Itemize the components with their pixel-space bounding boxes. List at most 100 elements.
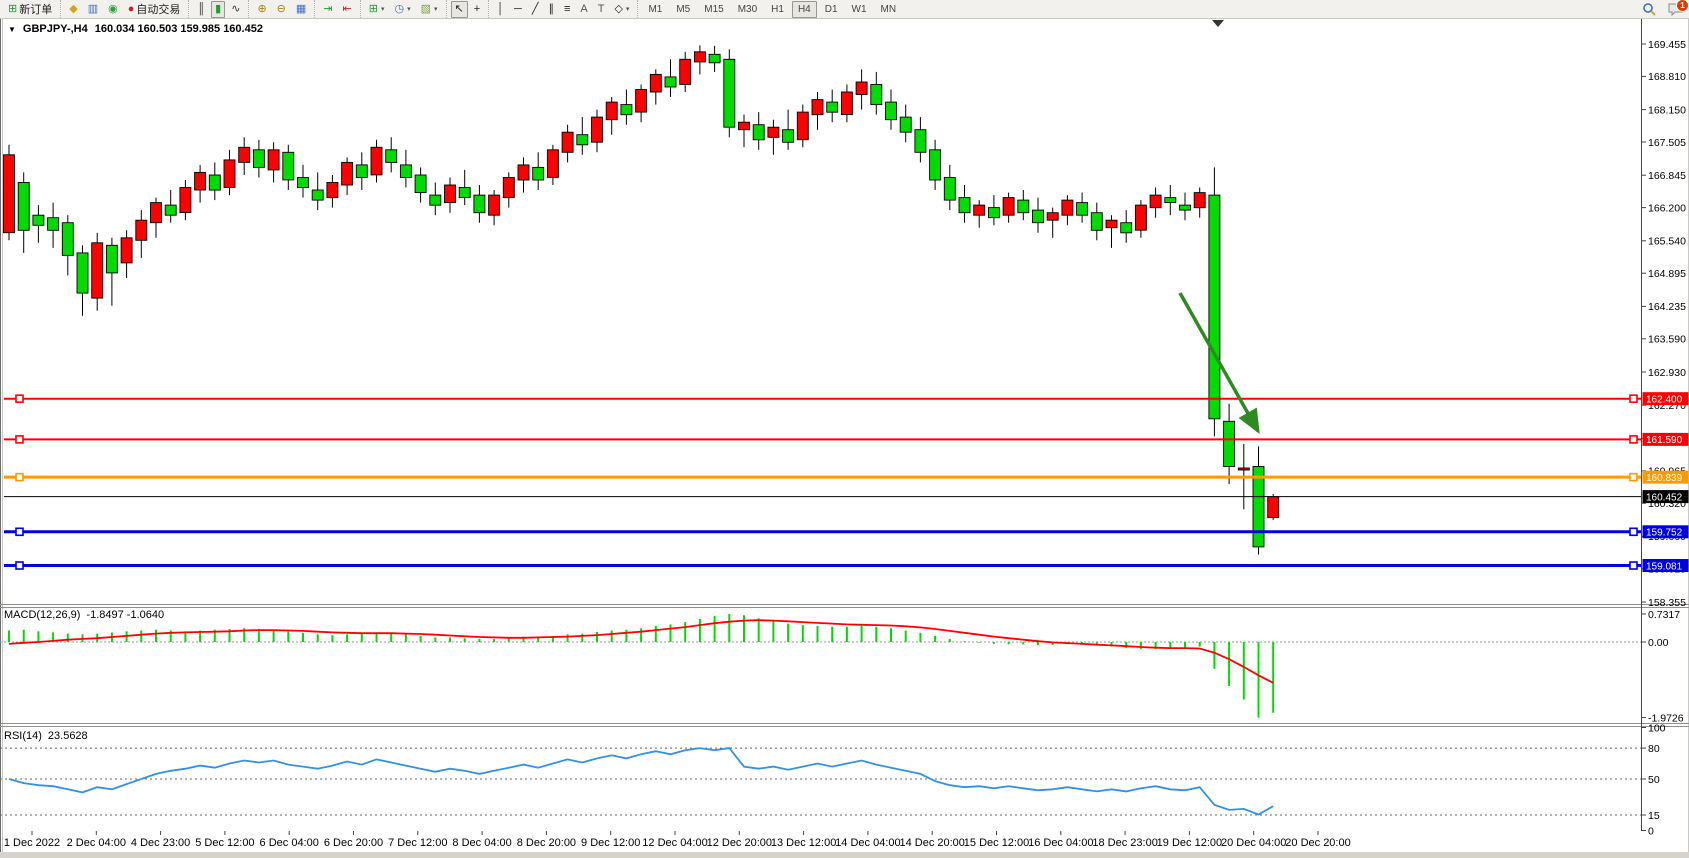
cursor-button[interactable]: ↖ xyxy=(450,0,468,18)
candlestick xyxy=(1061,195,1074,226)
svg-text:2 Dec 04:00: 2 Dec 04:00 xyxy=(67,837,126,849)
price-badge xyxy=(1642,525,1689,539)
tab-timeframe-H4[interactable]: H4 xyxy=(791,0,817,18)
hline-159.081[interactable]: 159.081 xyxy=(4,559,1689,572)
text-button[interactable]: A xyxy=(576,1,591,18)
bar-chart-button[interactable]: ║ xyxy=(193,1,209,18)
chart-title: ▼ GBPJPY-,H4 160.034 160.503 159.985 160… xyxy=(8,23,263,35)
price-badge xyxy=(1642,432,1689,446)
crosshair-button[interactable]: + xyxy=(470,1,484,18)
line-handle[interactable] xyxy=(1629,561,1638,570)
tab-timeframe-M30[interactable]: M30 xyxy=(737,3,758,15)
candlestick-chart-button[interactable]: ▮ xyxy=(211,0,226,18)
candlestick xyxy=(399,149,412,188)
templates-button[interactable]: ▧ ▾ xyxy=(417,1,442,18)
macd-values: -1.8497 -1.0640 xyxy=(86,609,165,621)
svg-text:168.150: 168.150 xyxy=(1648,104,1686,116)
price-axis[interactable]: 169.455 168.810 168.150 167.505 166.845 … xyxy=(1641,39,1686,609)
hline-162.400[interactable]: 162.400 xyxy=(4,392,1689,405)
time-axis[interactable]: 1 Dec 2022 2 Dec 04:00 4 Dec 23:00 5 Dec… xyxy=(4,831,1351,849)
autotrade-button[interactable]: ● 自动交易 xyxy=(124,1,185,18)
arrow-annotation[interactable] xyxy=(1178,292,1260,435)
hline-160.839[interactable]: 160.839 xyxy=(4,470,1689,484)
vertical-line-button[interactable]: │ xyxy=(493,1,508,18)
tab-timeframe-M1[interactable]: M1 xyxy=(648,3,663,15)
tab-timeframe-W1[interactable]: W1 xyxy=(851,3,867,15)
chart-shift-marker[interactable] xyxy=(1212,20,1224,27)
fibonacci-button[interactable]: ≡ xyxy=(560,1,574,18)
hline-160.452[interactable]: 160.452 xyxy=(4,490,1689,503)
zoom-out-button[interactable]: ⊖ xyxy=(273,1,290,18)
horizontal-line-button[interactable]: ─ xyxy=(510,1,526,18)
zoom-out-icon: ⊖ xyxy=(276,2,286,15)
candlestick xyxy=(561,124,574,163)
line-handle[interactable] xyxy=(1629,472,1638,482)
candlestick xyxy=(1105,215,1118,248)
periods-button[interactable]: ◷ ▾ xyxy=(390,1,414,18)
arrows-button[interactable]: ◇ ▾ xyxy=(610,1,633,18)
candlestick xyxy=(282,144,295,190)
chevron-down-icon: ▾ xyxy=(407,6,411,13)
candlestick xyxy=(164,190,177,223)
indicators-button[interactable]: ⊞ ▾ xyxy=(365,1,389,18)
line-handle[interactable] xyxy=(1629,435,1638,444)
new-order-button[interactable]: ⊞ 新订单 xyxy=(4,1,56,18)
label-icon: T xyxy=(597,2,605,15)
candlestick xyxy=(943,164,956,211)
charts-button[interactable]: ◆ xyxy=(65,1,81,18)
macd-name: MACD(12,26,9) xyxy=(4,609,81,621)
line-handle[interactable] xyxy=(15,435,24,444)
tab-timeframe-M5[interactable]: M5 xyxy=(676,3,691,15)
candlestick xyxy=(252,139,265,178)
tab-timeframe-D1[interactable]: D1 xyxy=(824,3,838,15)
auto-scroll-button[interactable]: ⇤ xyxy=(339,1,356,18)
search-button[interactable] xyxy=(1641,1,1657,17)
equidistant-channel-button[interactable]: ∥ xyxy=(544,1,558,18)
hline-159.752[interactable]: 159.752 xyxy=(4,525,1689,539)
candlestick xyxy=(135,210,148,258)
candlestick xyxy=(1076,192,1089,223)
panel-separators[interactable] xyxy=(0,18,1689,831)
candlestick xyxy=(532,152,545,190)
svg-text:1 Dec 2022: 1 Dec 2022 xyxy=(4,837,60,849)
line-handle[interactable] xyxy=(15,527,24,537)
candlestick xyxy=(458,169,471,206)
chart-shift-button[interactable]: ⇥ xyxy=(319,1,336,18)
candlestick xyxy=(899,104,912,143)
tile-windows-button[interactable]: ▦ xyxy=(292,1,310,18)
notifications-button[interactable]: 1 xyxy=(1667,0,1689,17)
line-handle[interactable] xyxy=(1629,394,1638,403)
candlestick xyxy=(105,237,118,306)
candlestick xyxy=(796,104,809,148)
toolbar-group-tools: ⊞ ▾ ◷ ▾ ▧ ▾ xyxy=(359,0,446,18)
candlestick xyxy=(1223,403,1236,485)
trendline-button[interactable]: ╱ xyxy=(528,1,543,18)
line-chart-button[interactable]: ∿ xyxy=(227,1,244,18)
label-button[interactable]: T xyxy=(594,1,609,18)
navigator-button[interactable]: ◉ xyxy=(104,1,122,18)
svg-text:0.00: 0.00 xyxy=(1648,637,1669,649)
candlestick xyxy=(693,45,706,75)
market-watch-button[interactable]: ▥ xyxy=(84,1,102,18)
tab-timeframe-M15[interactable]: M15 xyxy=(704,3,724,15)
candlestick xyxy=(1002,192,1015,223)
zoom-in-button[interactable]: ⊕ xyxy=(253,1,270,18)
macd-axis[interactable]: 0.7317 0.00 -1.9726 xyxy=(1641,609,1684,725)
svg-text:9 Dec 12:00: 9 Dec 12:00 xyxy=(581,837,640,849)
collapse-icon[interactable]: ▼ xyxy=(8,24,16,34)
chevron-down-icon: ▾ xyxy=(433,6,438,13)
tab-timeframe-H1[interactable]: H1 xyxy=(771,3,784,15)
line-handle[interactable] xyxy=(15,472,24,482)
hline-161.590[interactable]: 161.590 xyxy=(4,432,1689,446)
line-handle[interactable] xyxy=(15,561,24,570)
charts-icon: ◆ xyxy=(69,2,78,15)
line-handle[interactable] xyxy=(1629,527,1638,537)
tab-timeframe-MN[interactable]: MN xyxy=(880,3,897,15)
candlestick xyxy=(591,109,603,153)
svg-text:162.930: 162.930 xyxy=(1648,367,1686,379)
candlestick xyxy=(811,92,824,130)
line-handle[interactable] xyxy=(15,394,24,403)
rsi-line xyxy=(8,747,1274,816)
